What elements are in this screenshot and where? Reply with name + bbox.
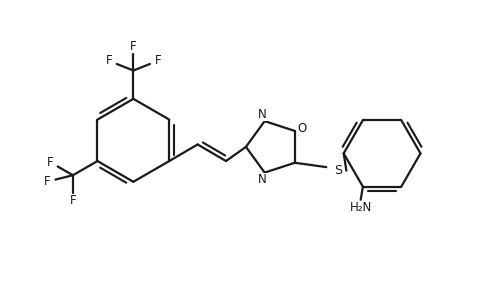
Text: F: F xyxy=(70,194,76,207)
Text: H₂N: H₂N xyxy=(350,201,372,214)
Text: N: N xyxy=(258,173,267,186)
Text: F: F xyxy=(106,54,112,68)
Text: F: F xyxy=(47,156,54,169)
Text: F: F xyxy=(154,54,161,68)
Text: N: N xyxy=(258,108,267,121)
Text: F: F xyxy=(44,175,51,188)
Text: O: O xyxy=(298,122,307,135)
Text: S: S xyxy=(335,164,343,177)
Text: F: F xyxy=(130,40,136,53)
